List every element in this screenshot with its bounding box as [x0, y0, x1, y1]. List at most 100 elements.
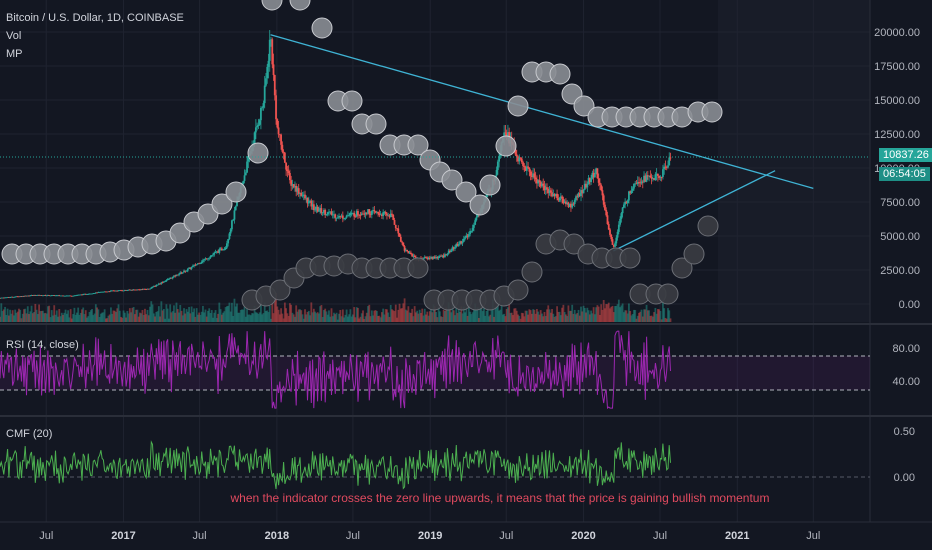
- volume-bar: [658, 309, 661, 322]
- candle-body: [388, 215, 391, 218]
- volume-bar: [428, 311, 431, 322]
- candle-body: [176, 274, 179, 276]
- trendline-2[interactable]: [613, 170, 776, 252]
- candle-body: [31, 295, 34, 296]
- candle-body: [74, 295, 77, 297]
- candle-body: [107, 291, 110, 293]
- candle-body: [96, 292, 98, 294]
- volume-bar: [524, 310, 527, 322]
- volume-bar: [553, 316, 556, 322]
- candle-body: [437, 256, 440, 258]
- rsi-pane-label[interactable]: RSI (14, close): [6, 339, 79, 351]
- candle-body: [606, 215, 609, 225]
- volume-bar: [539, 310, 542, 322]
- candle-body: [541, 183, 543, 187]
- candle-body: [595, 168, 598, 175]
- volume-bar: [582, 305, 585, 322]
- volume-bar: [447, 302, 450, 322]
- volume-bar: [403, 298, 406, 322]
- candle-body: [5, 297, 8, 299]
- candle-body: [189, 267, 192, 269]
- candle-body: [590, 178, 593, 183]
- volume-bar: [184, 313, 187, 322]
- volume-bar: [427, 315, 430, 322]
- trendline-1[interactable]: [270, 34, 814, 190]
- volume-bar: [418, 309, 421, 322]
- time-tick-label: 2019: [418, 530, 442, 542]
- volume-bar: [126, 310, 129, 322]
- volume-bar: [590, 310, 593, 322]
- candle-body: [640, 181, 643, 184]
- volume-bar: [76, 312, 78, 322]
- candle-body: [282, 151, 285, 153]
- volume-indicator-label[interactable]: Vol: [6, 30, 22, 42]
- volume-bar: [180, 310, 183, 322]
- volume-bar: [168, 318, 170, 322]
- price-tick-label: 15000.00: [874, 95, 920, 107]
- candle-body: [198, 263, 201, 265]
- candle-body: [504, 132, 507, 134]
- volume-bar: [387, 312, 390, 322]
- candle-body: [231, 220, 233, 230]
- volume-bar: [59, 316, 62, 322]
- cmf-pane-label[interactable]: CMF (20): [6, 428, 53, 440]
- volume-bar: [547, 305, 550, 322]
- volume-bar: [149, 306, 151, 322]
- candle-body: [636, 181, 639, 184]
- volume-bar: [480, 306, 483, 322]
- time-tick-label: Jul: [806, 530, 820, 542]
- volume-bar: [188, 306, 190, 322]
- volume-bar: [631, 314, 634, 322]
- price-axis[interactable]: 0.002500.005000.007500.0010000.0012500.0…: [874, 27, 920, 311]
- volume-bar: [171, 311, 174, 322]
- candle-body: [625, 201, 628, 204]
- candle-body: [156, 284, 159, 286]
- volume-bar: [70, 318, 73, 322]
- volume-bar: [189, 313, 192, 322]
- candle-body: [528, 167, 531, 172]
- candle-body: [147, 288, 150, 290]
- candle-body: [103, 291, 106, 293]
- volume-bar: [219, 309, 222, 322]
- volume-bar: [82, 307, 85, 322]
- time-axis[interactable]: Jul 2017 Jul 2018 Jul 2019 Jul 2020 Jul 2021 Jul: [39, 530, 820, 542]
- candle-body: [319, 208, 322, 211]
- volume-bar: [248, 314, 251, 322]
- volume-bar: [564, 314, 567, 322]
- candle-body: [369, 213, 372, 215]
- candle-body: [635, 183, 638, 185]
- volume-bar: [583, 308, 586, 322]
- volume-bar: [610, 306, 613, 322]
- volume-bar: [620, 305, 623, 322]
- volume-bar: [169, 304, 172, 322]
- candle-body: [546, 187, 548, 189]
- annotation-text: when the indicator crosses the zero line…: [230, 491, 770, 505]
- trendlines[interactable]: [270, 34, 814, 252]
- candle-body: [178, 274, 180, 276]
- volume-bar: [517, 314, 519, 322]
- symbol-title[interactable]: Bitcoin / U.S. Dollar, 1D, COINBASE: [6, 12, 184, 24]
- volume-bar: [445, 307, 448, 322]
- candle-body: [97, 292, 100, 293]
- volume-bar: [478, 318, 480, 322]
- candle-body: [115, 290, 117, 292]
- volume-bar: [0, 303, 3, 322]
- price-tick-label: 12500.00: [874, 129, 920, 141]
- volume-bar: [249, 315, 252, 322]
- candle-body: [444, 254, 446, 258]
- volume-bar: [650, 315, 653, 322]
- volume-bar: [494, 307, 497, 322]
- candle-body: [585, 183, 587, 188]
- volume-bar: [181, 315, 184, 322]
- candle-body: [600, 185, 603, 191]
- volume-bar: [587, 310, 590, 322]
- candle-body: [222, 249, 225, 251]
- mp-indicator-label[interactable]: MP: [6, 48, 23, 60]
- volume-bar: [96, 307, 98, 322]
- volume-bar: [195, 308, 198, 322]
- candle-body: [544, 187, 547, 191]
- volume-bar: [629, 310, 632, 322]
- volume-bar: [552, 313, 555, 322]
- candle-body: [399, 236, 402, 242]
